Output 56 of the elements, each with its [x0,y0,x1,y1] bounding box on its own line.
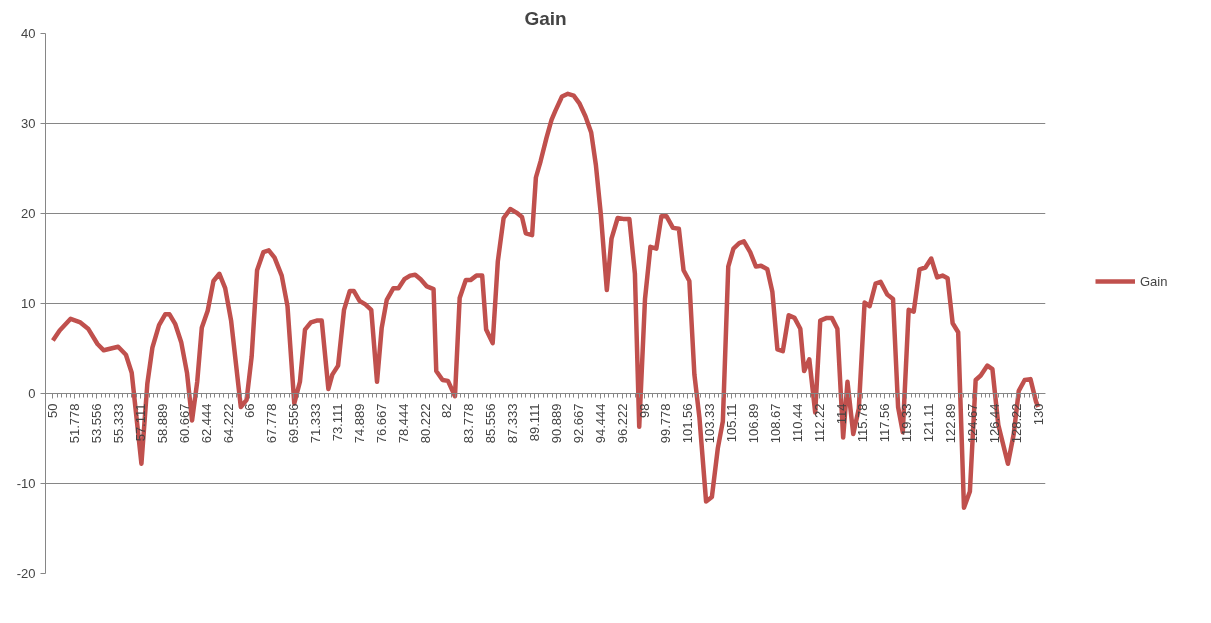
x-tick-label: 90.889 [548,403,564,444]
x-tick-label: 73.111 [330,403,346,442]
x-tick-label: 64.222 [220,403,236,444]
x-tick-label: 87.333 [505,403,521,444]
x-tick-label: 89.111 [527,403,543,442]
x-tick-label: 82 [439,403,455,418]
x-tick-label: 66 [242,403,258,418]
x-tick-label: 96.222 [614,403,630,444]
x-tick-label: 119.33 [899,403,915,443]
x-tick-label: 106.89 [745,403,761,444]
x-tick-label: 83.778 [461,403,477,444]
x-tick-label: 85.556 [483,403,499,444]
y-tick-label: 20 [21,206,36,221]
x-tick-label: 78.444 [395,403,411,444]
x-tick-label: 124.67 [964,403,980,444]
x-tick-label: 126.44 [986,403,1002,444]
x-tick-label: 50 [45,403,61,418]
y-tick-label: 40 [21,26,36,41]
x-tick-label: 55.333 [111,403,127,444]
x-tick-label: 51.778 [67,403,83,444]
x-tick-label: 62.444 [198,403,214,444]
x-tick-label: 105.11 [724,403,740,443]
y-tick-label: 0 [28,386,36,401]
x-tick-label: 57.111 [132,403,148,442]
x-tick-label: 58.889 [154,403,170,444]
x-tick-label: 114 [833,403,849,425]
x-tick-label: 76.667 [373,403,389,444]
line-series [50,91,1041,511]
x-tick-label: 94.444 [592,403,608,444]
x-tick-label: 101.56 [680,403,696,444]
x-tick-label: 112.22 [811,403,827,443]
x-tick-label: 110.44 [789,403,805,443]
x-tick-label: 115.78 [855,403,871,443]
x-tick-label: 53.556 [89,403,105,444]
x-tick-label: 108.67 [767,403,783,444]
x-tick-label: 74.889 [351,403,367,444]
x-tick-label: 80.222 [417,403,433,444]
x-tick-label: 122.89 [943,403,959,444]
x-tick-label: 103.33 [702,403,718,444]
y-tick-label: 30 [21,116,36,131]
x-tick-label: 99.778 [658,403,674,444]
x-tick-label: 121.11 [921,403,937,443]
legend-label: Gain [1140,273,1168,289]
y-tick-label: -20 [16,566,36,581]
x-tick-label: 128.22 [1008,403,1024,444]
x-tick-label: 60.667 [176,403,192,444]
y-tick-label: -10 [16,476,36,491]
chart-title: Gain [524,7,567,29]
x-tick-label: 71.333 [308,403,324,444]
x-tick-label: 69.556 [286,403,302,444]
x-tick-label: 92.667 [570,403,586,444]
x-tick-label: 130 [1030,403,1046,426]
x-tick-label: 117.56 [877,403,893,443]
x-tick-label: 67.778 [264,403,280,444]
y-tick-label: 10 [21,296,36,311]
x-tick-label: 98 [636,403,652,418]
